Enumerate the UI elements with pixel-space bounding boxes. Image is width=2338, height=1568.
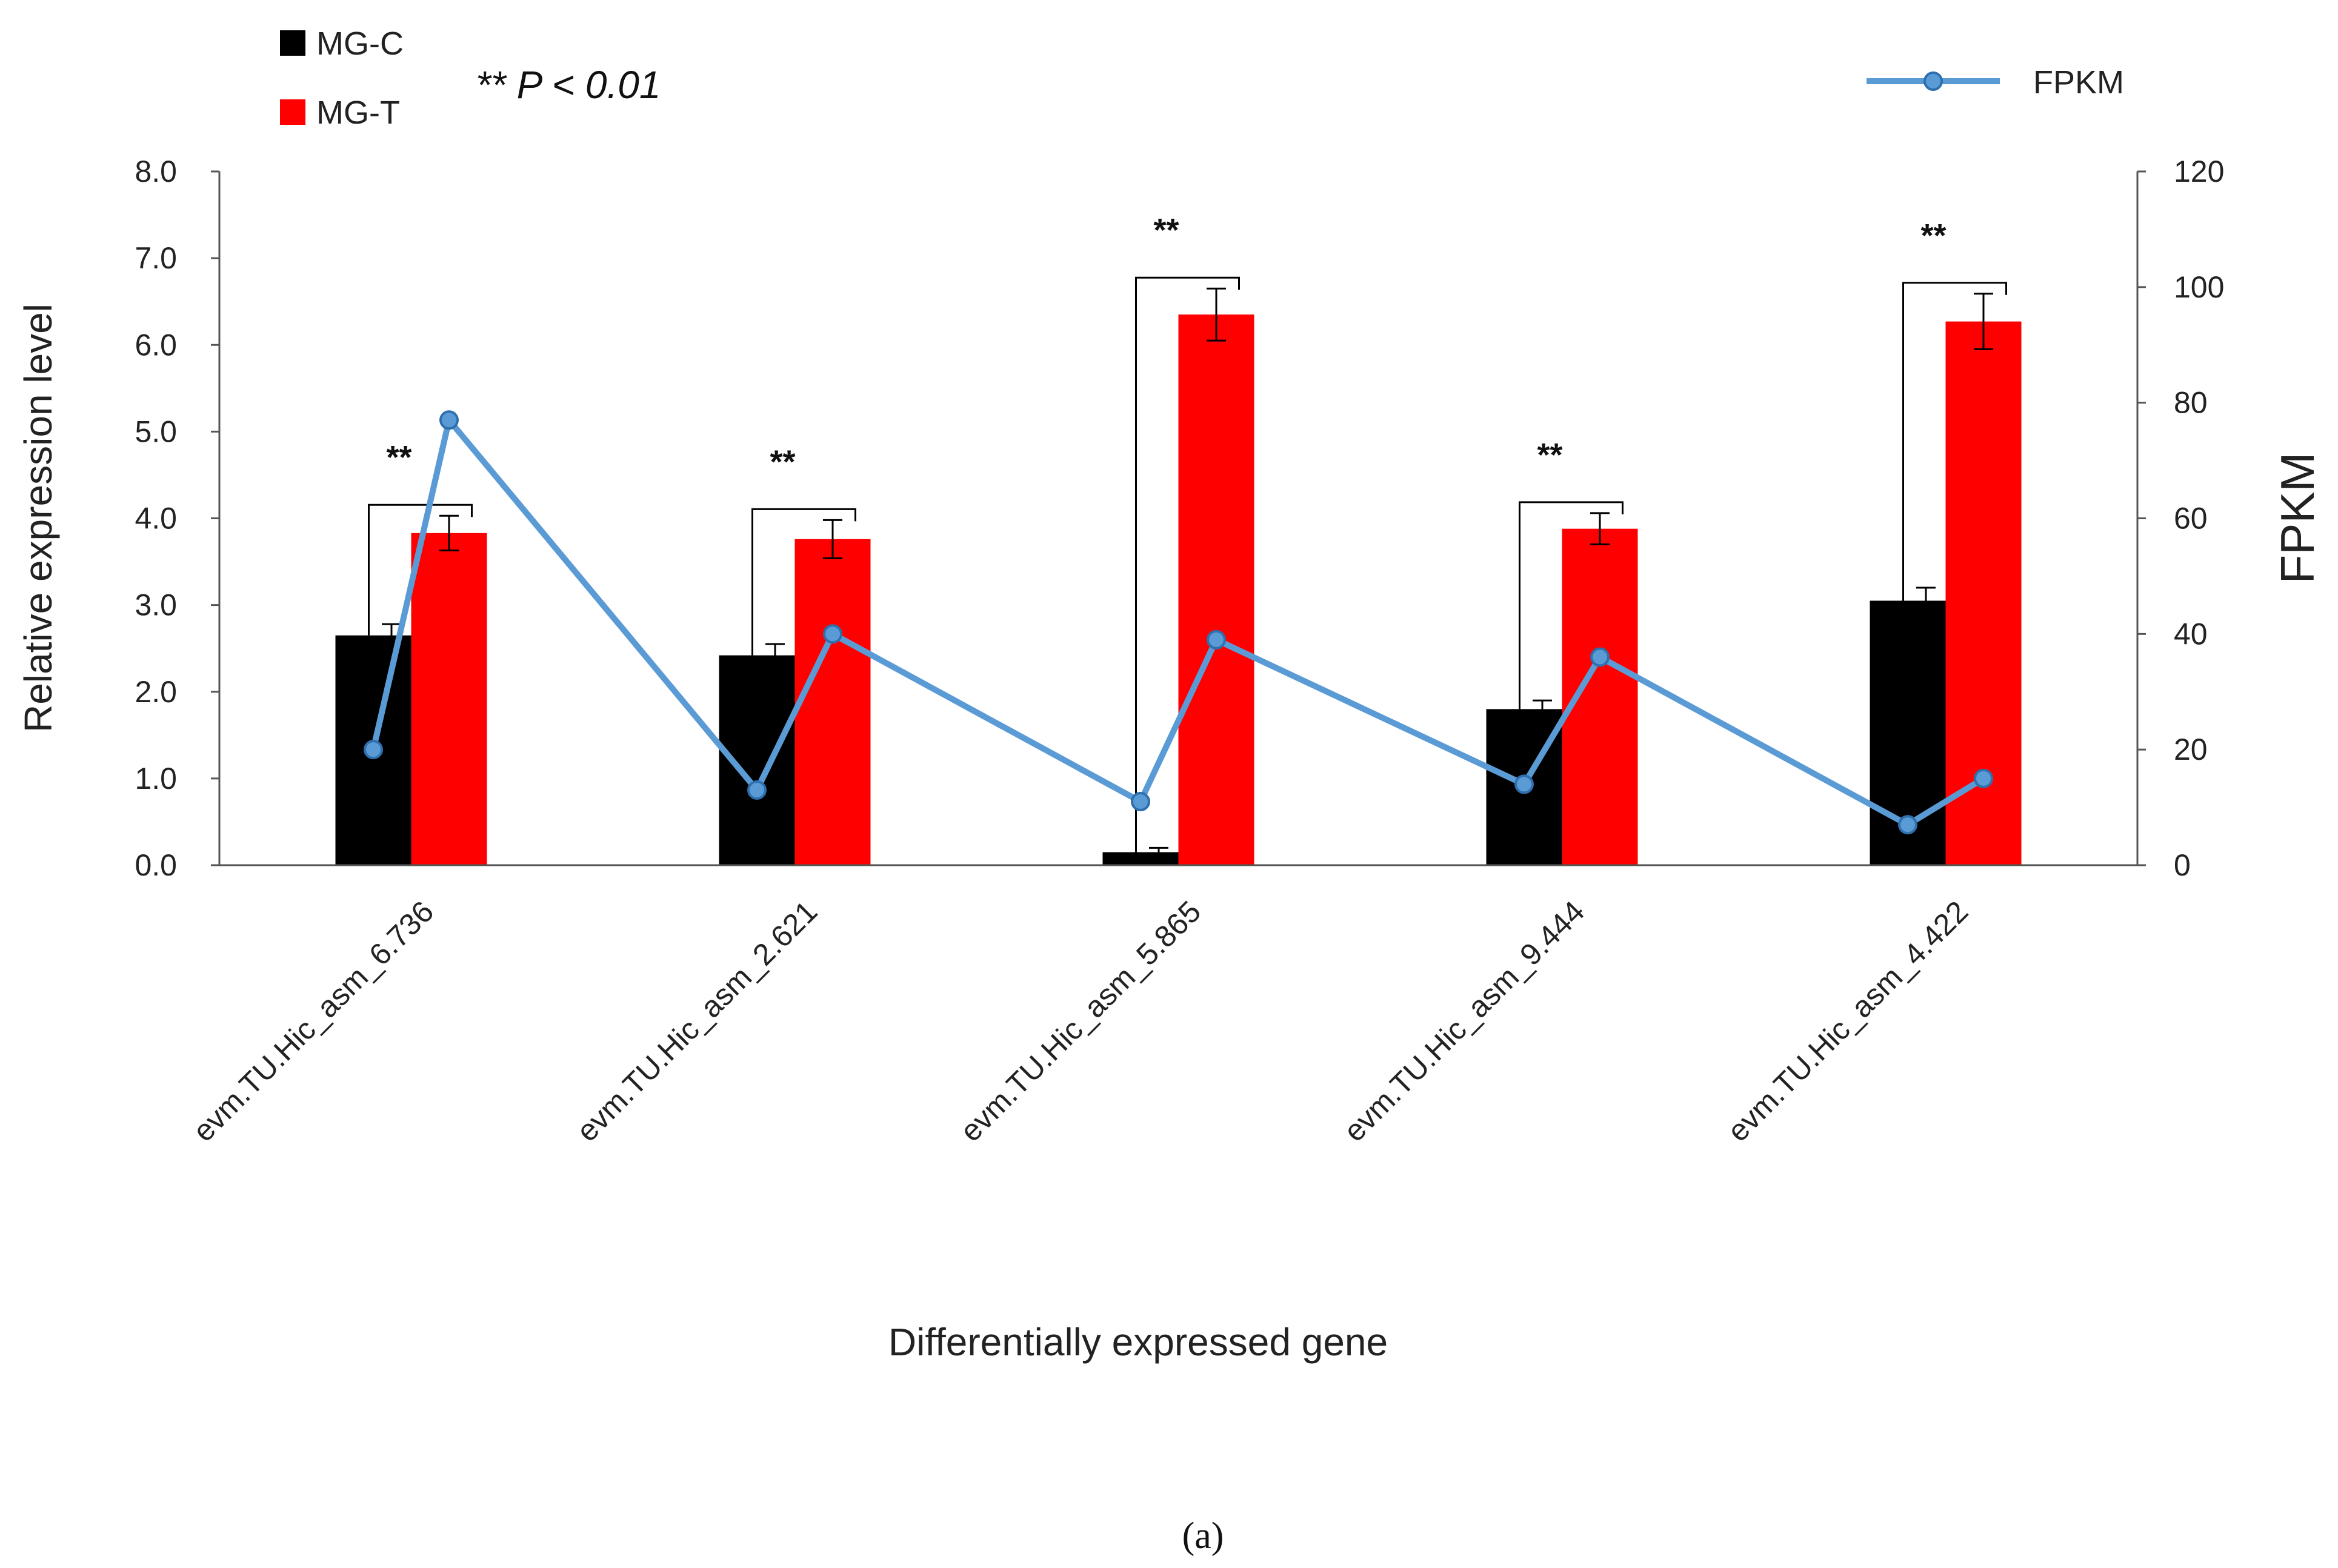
bar-mg-t [1178,314,1254,865]
y-axis-right-ticks: 0 20 40 60 80 100 120 [2137,154,2224,882]
y-axis-right-tick-label: 60 [2174,502,2208,536]
legend-label-fpkm: FPKM [2033,64,2124,101]
x-axis-tick-labels: evm.TU.Hic_asm_6.736 evm.TU.Hic_asm_2.621… [186,894,1974,1148]
y-axis-right-tick-label: 20 [2174,733,2208,766]
legend-swatch-mg-t [280,99,305,125]
y-axis-left-ticks: 0.0 1.0 2.0 3.0 4.0 5.0 6.0 7.0 8.0 [135,154,219,882]
y-axis-left-tick-label: 0.0 [135,848,177,882]
x-axis-tick-label: evm.TU.Hic_asm_9.444 [1337,894,1591,1148]
x-axis-tick-label: evm.TU.Hic_asm_2.621 [570,894,824,1148]
significance-marker: ** [770,443,795,480]
significance-note-prefix: ** [476,63,517,107]
significance-bracket [368,503,473,636]
y-axis-right-tick-label: 100 [2174,270,2224,304]
fpkm-point [364,740,383,760]
y-axis-right-tick-label: 40 [2174,617,2208,651]
legend: MG-C MG-T FPKM [280,25,2124,131]
significance-brackets: ** ** ** ** ** [368,212,2007,852]
y-axis-left-tick-label: 2.0 [135,675,177,709]
x-axis-title: Differentially expressed gene [888,1320,1388,1364]
fpkm-point [1898,815,1917,835]
y-axis-left-tick-label: 7.0 [135,241,177,275]
legend-label-mg-c: MG-C [316,25,404,62]
x-axis-tick-label: evm.TU.Hic_asm_6.736 [186,894,440,1148]
significance-bracket [1519,501,1624,709]
y-axis-right-tick-label: 80 [2174,386,2208,420]
significance-marker: ** [1153,212,1179,248]
y-axis-right-tick-label: 0 [2174,848,2191,882]
y-axis-left-tick-label: 3.0 [135,588,177,622]
y-axis-left-tick-label: 4.0 [135,502,177,536]
fpkm-line-path [370,417,1985,828]
significance-marker: ** [1920,218,1946,254]
significance-note: ** P < 0.01 [476,63,661,107]
figure-caption: (a) [1182,1515,1224,1556]
significance-bracket [1135,276,1240,852]
significance-note-text: P < 0.01 [517,63,661,107]
significance-bracket [751,508,856,656]
y-axis-left-tick-label: 8.0 [135,154,177,188]
bar-mg-c [1102,852,1179,865]
fpkm-line-series [364,410,1993,835]
x-axis-tick-label: evm.TU.Hic_asm_5.865 [953,894,1207,1148]
fpkm-point [823,624,842,644]
legend-marker-fpkm [1923,71,1943,91]
x-axis-tick-label: evm.TU.Hic_asm_4.422 [1720,894,1974,1148]
significance-marker: ** [1537,437,1562,473]
significance-marker: ** [386,439,411,476]
y-axis-left-title: Relative expression level [16,304,60,733]
bar-mg-t [411,533,487,865]
bar-mg-t [794,539,871,865]
fpkm-point [1974,768,1993,788]
fpkm-point [1207,630,1226,649]
y-axis-left-tick-label: 6.0 [135,328,177,362]
y-axis-right-title: FPKM [2271,453,2324,584]
y-axis-right-tick-label: 120 [2174,154,2224,188]
fpkm-point [747,780,767,800]
fpkm-point [439,410,459,430]
legend-label-mg-t: MG-T [316,95,400,131]
fpkm-point [1131,792,1150,812]
y-axis-left-tick-label: 1.0 [135,762,177,796]
y-axis-left-tick-label: 5.0 [135,414,177,448]
bars [335,287,2022,865]
legend-swatch-mg-c [280,30,305,56]
fpkm-point [1590,647,1610,667]
significance-bracket [1902,282,2007,601]
fpkm-point [1514,774,1534,794]
